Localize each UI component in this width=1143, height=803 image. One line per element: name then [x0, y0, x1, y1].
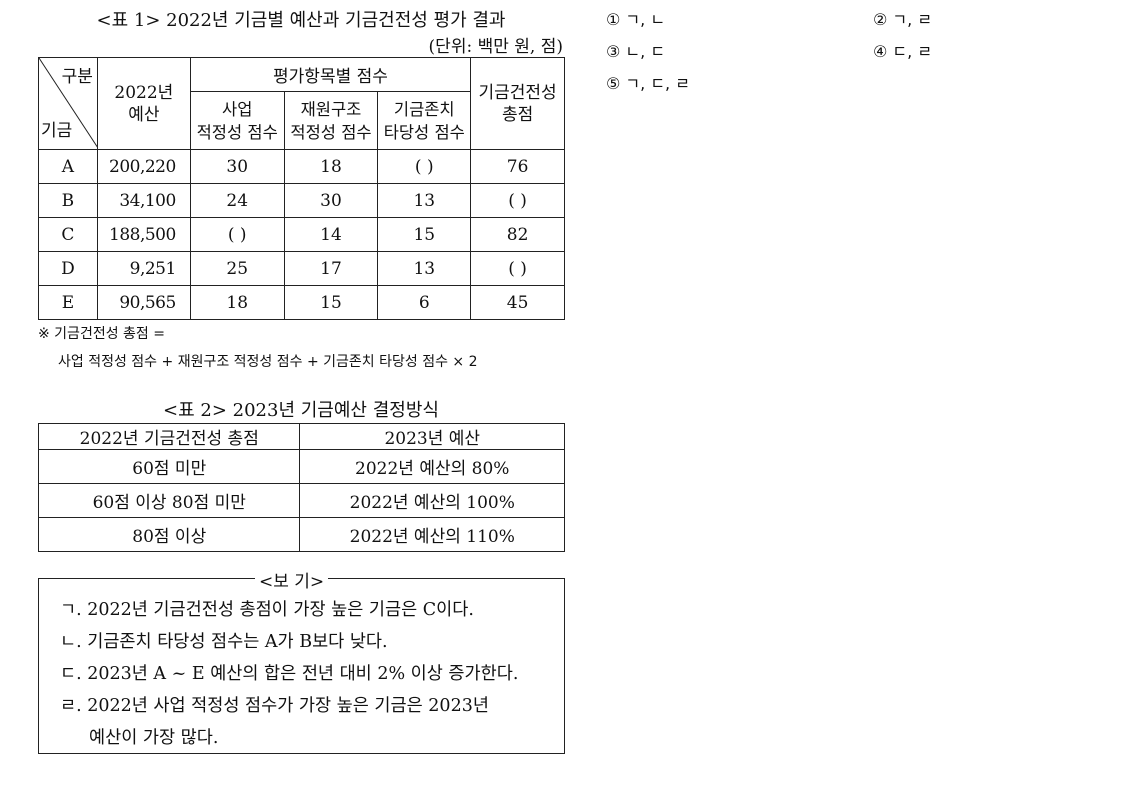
- col-sub3-header: 기금존치 타당성 점수: [377, 91, 472, 150]
- total-cell: 45: [470, 285, 565, 320]
- score1-cell: 30: [189, 149, 285, 184]
- diagonal-line: [39, 58, 98, 148]
- score2-cell: 14: [283, 217, 379, 252]
- budget-cell: 200,220: [96, 149, 191, 184]
- bogi-item-c: ㄷ. 2023년 A ~ E 예산의 합은 전년 대비 2% 이상 증가한다.: [60, 664, 519, 684]
- score1-cell: 24: [189, 183, 285, 218]
- budget-cell: 90,565: [96, 285, 191, 320]
- table1-title: <표 1> 2022년 기금별 예산과 기금건전성 평가 결과: [96, 10, 506, 31]
- col-sub2-header: 재원구조 적정성 점수: [283, 91, 379, 150]
- table1-note-line1: ※ 기금건전성 총점 =: [38, 326, 165, 342]
- header-diagonal-cell: 구분 기금: [38, 57, 98, 150]
- table-row: 60점 미만 2022년 예산의 80%: [37, 449, 565, 484]
- table-row: B 34,100 24 30 13 ( ): [38, 183, 565, 218]
- score3-cell: 13: [377, 251, 472, 286]
- fund-cell: A: [38, 149, 98, 184]
- bogi-item-d-cont: 예산이 가장 많다.: [89, 728, 219, 748]
- table2: 2022년 기금건전성 총점 2023년 예산 60점 미만 2022년 예산의…: [37, 423, 565, 552]
- col-group-header: 평가항목별 점수: [189, 57, 472, 92]
- score3-cell: 13: [377, 183, 472, 218]
- bogi-item-d: ㄹ. 2022년 사업 적정성 점수가 가장 높은 기금은 2023년: [60, 696, 489, 716]
- total-cell: ( ): [470, 183, 565, 218]
- table-row: 60점 이상 80점 미만 2022년 예산의 100%: [37, 483, 565, 518]
- score-range-cell: 80점 이상: [37, 517, 301, 552]
- total-cell: ( ): [470, 251, 565, 286]
- budget-rule-cell: 2022년 예산의 80%: [299, 449, 565, 484]
- fund-cell: B: [38, 183, 98, 218]
- option-1[interactable]: ① ㄱ, ㄴ: [606, 10, 666, 29]
- table-row: C 188,500 ( ) 14 15 82: [38, 217, 565, 252]
- table-row: 80점 이상 2022년 예산의 110%: [37, 517, 565, 552]
- option-2[interactable]: ② ㄱ, ㄹ: [873, 10, 933, 29]
- diag-top-label: 구분: [61, 67, 93, 87]
- table1: 구분 기금 2022년 예산 평가항목별 점수 기금건전성 총점 사업 적정성 …: [38, 57, 565, 320]
- budget-rule-cell: 2022년 예산의 100%: [299, 483, 565, 518]
- table-row: E 90,565 18 15 6 45: [38, 285, 565, 320]
- col-budget-header: 2022년 예산: [96, 57, 191, 150]
- option-3[interactable]: ③ ㄴ, ㄷ: [606, 42, 666, 61]
- score3-cell: 6: [377, 285, 472, 320]
- bogi-item-a: ㄱ. 2022년 기금건전성 총점이 가장 높은 기금은 C이다.: [60, 600, 474, 620]
- fund-cell: C: [38, 217, 98, 252]
- score1-cell: 25: [189, 251, 285, 286]
- score2-cell: 18: [283, 149, 379, 184]
- table2-head-budget: 2023년 예산: [299, 423, 565, 450]
- score3-cell: 15: [377, 217, 472, 252]
- option-4[interactable]: ④ ㄷ, ㄹ: [873, 42, 933, 61]
- score2-cell: 15: [283, 285, 379, 320]
- col-total-header: 기금건전성 총점: [470, 57, 565, 150]
- budget-cell: 34,100: [96, 183, 191, 218]
- table2-title: <표 2> 2023년 기금예산 결정방식: [163, 400, 439, 421]
- col-sub1-header: 사업 적정성 점수: [189, 91, 285, 150]
- fund-cell: D: [38, 251, 98, 286]
- table2-head-score: 2022년 기금건전성 총점: [37, 423, 301, 450]
- score1-cell: 18: [189, 285, 285, 320]
- total-cell: 82: [470, 217, 565, 252]
- table1-note-line2: 사업 적정성 점수 + 재원구조 적정성 점수 + 기금존치 타당성 점수 × …: [58, 354, 478, 370]
- score-range-cell: 60점 이상 80점 미만: [37, 483, 301, 518]
- score-range-cell: 60점 미만: [37, 449, 301, 484]
- table-row: D 9,251 25 17 13 ( ): [38, 251, 565, 286]
- option-5[interactable]: ⑤ ㄱ, ㄷ, ㄹ: [606, 74, 690, 93]
- table1-unit: (단위: 백만 원, 점): [428, 37, 563, 57]
- score1-cell: ( ): [189, 217, 285, 252]
- budget-cell: 188,500: [96, 217, 191, 252]
- budget-rule-cell: 2022년 예산의 110%: [299, 517, 565, 552]
- diag-bottom-label: 기금: [41, 121, 73, 141]
- total-cell: 76: [470, 149, 565, 184]
- score2-cell: 17: [283, 251, 379, 286]
- table-row: A 200,220 30 18 ( ) 76: [38, 149, 565, 184]
- budget-cell: 9,251: [96, 251, 191, 286]
- bogi-item-b: ㄴ. 기금존치 타당성 점수는 A가 B보다 낮다.: [60, 632, 388, 652]
- fund-cell: E: [38, 285, 98, 320]
- bogi-title: <보 기>: [255, 567, 329, 592]
- score2-cell: 30: [283, 183, 379, 218]
- score3-cell: ( ): [377, 149, 472, 184]
